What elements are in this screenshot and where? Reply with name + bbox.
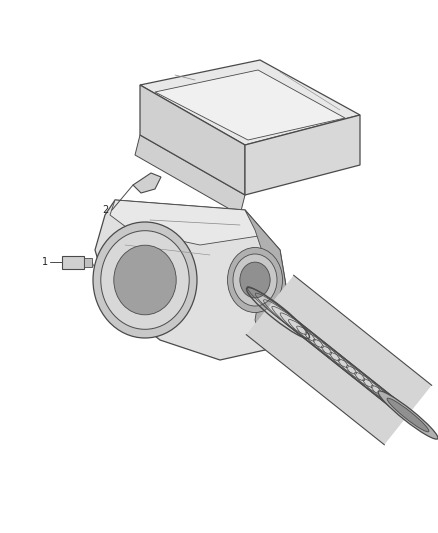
Text: 2: 2	[102, 205, 108, 215]
Polygon shape	[84, 257, 92, 266]
Polygon shape	[245, 115, 360, 195]
Ellipse shape	[227, 247, 283, 312]
Ellipse shape	[240, 262, 270, 298]
Ellipse shape	[114, 245, 176, 315]
Polygon shape	[135, 135, 245, 215]
Ellipse shape	[93, 222, 197, 338]
FancyBboxPatch shape	[62, 255, 84, 269]
Polygon shape	[140, 60, 360, 145]
Ellipse shape	[233, 254, 277, 306]
Polygon shape	[140, 85, 245, 195]
Polygon shape	[133, 173, 161, 193]
Ellipse shape	[387, 398, 429, 432]
Text: 1: 1	[42, 257, 48, 267]
Polygon shape	[246, 275, 432, 445]
Polygon shape	[155, 70, 345, 140]
Ellipse shape	[378, 391, 438, 439]
Polygon shape	[95, 200, 290, 360]
Polygon shape	[110, 200, 265, 245]
Polygon shape	[245, 210, 290, 350]
Ellipse shape	[101, 231, 189, 329]
